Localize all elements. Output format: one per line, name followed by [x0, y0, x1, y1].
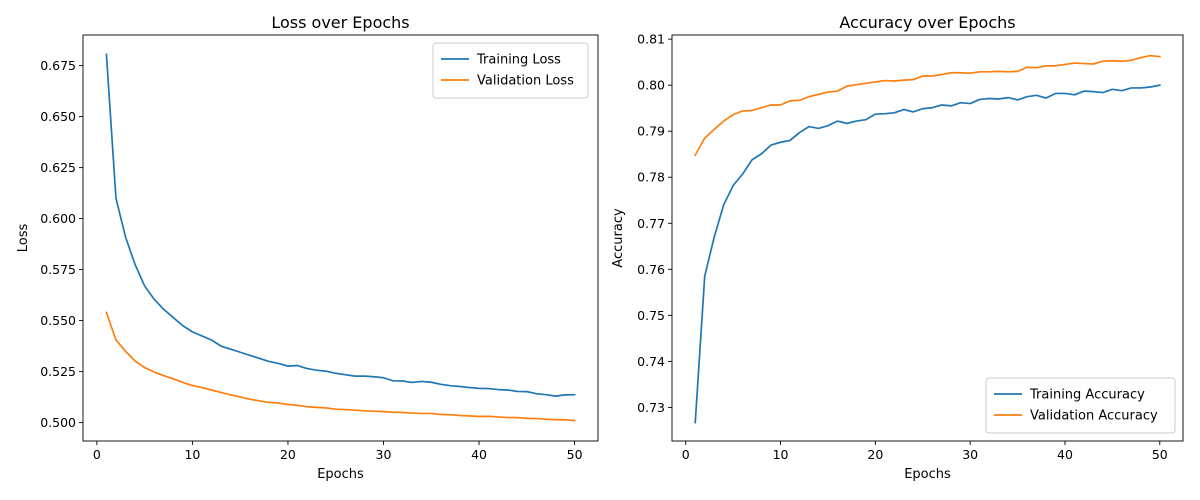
x-tick-label: 40 [471, 447, 487, 462]
y-tick-label: 0.650 [40, 109, 76, 124]
axes-frame [82, 34, 599, 442]
y-tick-label: 0.75 [637, 308, 665, 323]
series-line-training-loss [105, 53, 576, 397]
y-tick-label: 0.675 [40, 58, 76, 73]
y-tick-label: 0.79 [637, 124, 665, 139]
x-tick-label: 0 [682, 447, 690, 462]
legend-box [985, 377, 1176, 434]
y-tick-label: 0.625 [40, 160, 76, 175]
x-tick-label: 10 [773, 447, 789, 462]
legend: Training Accuracy Validation Accuracy [985, 377, 1176, 434]
y-tick-label: 0.525 [40, 364, 76, 379]
x-tick-label: 30 [376, 447, 392, 462]
y-tick-label: 0.600 [40, 211, 76, 226]
y-tick-label: 0.550 [40, 313, 76, 328]
chart-panel-2: 0 10 20 30 40 50 0.73 0.74 0.75 0.76 0.77 0.78 0.79 0… [611, 13, 1184, 482]
y-tick-label: 0.78 [637, 170, 665, 185]
y-tick-label: 0.80 [637, 78, 665, 93]
y-tick-label: 0.76 [637, 262, 665, 277]
y-tick-label: 0.500 [40, 415, 76, 430]
x-axis-label: Epochs [317, 467, 364, 482]
chart-panel-1: 0 10 20 30 40 50 0.500 0.525 0.550 0.575 0.600 0.62… [16, 13, 599, 482]
legend-label: Validation Loss [477, 74, 574, 89]
y-tick-label: 0.575 [40, 262, 76, 277]
x-tick-label: 30 [962, 447, 978, 462]
y-axis-label: Loss [16, 224, 31, 253]
legend-label: Training Loss [476, 53, 561, 68]
x-tick-label: 20 [867, 447, 883, 462]
legend-label: Validation Accuracy [1030, 409, 1158, 424]
series-line-validation-accuracy [694, 54, 1161, 157]
x-tick-label: 0 [93, 447, 101, 462]
x-tick-label: 40 [1057, 447, 1073, 462]
legend-box [432, 42, 589, 99]
y-tick-label: 0.73 [637, 400, 665, 415]
x-tick-label: 10 [184, 447, 200, 462]
x-tick-label: 50 [567, 447, 583, 462]
x-axis-label: Epochs [904, 467, 951, 482]
x-tick-label: 20 [280, 447, 296, 462]
series-line-validation-loss [105, 311, 576, 422]
y-tick-label: 0.74 [637, 354, 665, 369]
y-tick-label: 0.81 [637, 32, 665, 47]
chart-title: Loss over Epochs [271, 13, 409, 32]
axes-frame [671, 34, 1184, 442]
y-tick-label: 0.77 [637, 216, 665, 231]
legend: Training Loss Validation Loss [432, 42, 589, 99]
y-axis-label: Accuracy [611, 208, 626, 268]
x-tick-label: 50 [1152, 447, 1168, 462]
series-line-training-accuracy [694, 84, 1161, 424]
legend-label: Training Accuracy [1029, 388, 1145, 403]
chart-title: Accuracy over Epochs [839, 13, 1015, 32]
